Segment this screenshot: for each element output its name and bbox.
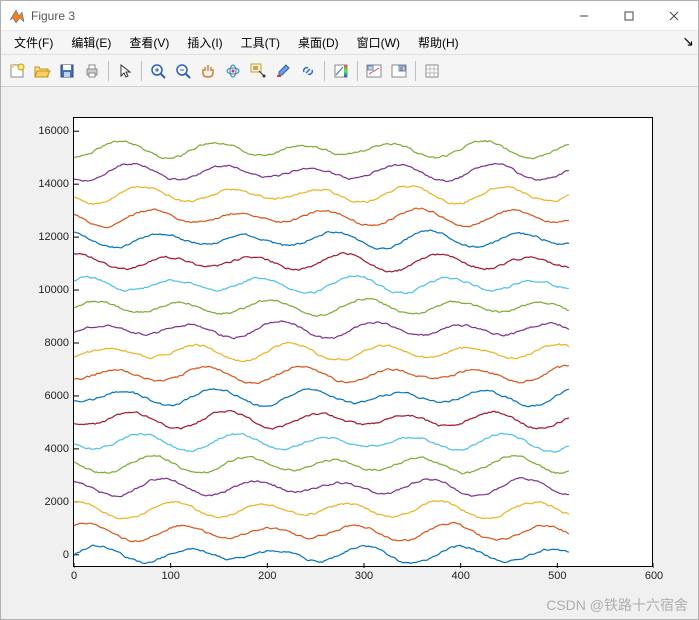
titlebar: Figure 3 [1, 1, 698, 31]
watermark: CSDN @铁路十六宿舍 [546, 595, 688, 615]
x-tick-label: 400 [451, 570, 469, 582]
x-tick-label: 600 [645, 570, 663, 582]
toolbar-separator [324, 61, 325, 81]
link-button[interactable] [296, 59, 320, 83]
grid-button[interactable] [420, 59, 444, 83]
menu-item[interactable]: 编辑(E) [62, 31, 120, 54]
pan-button[interactable] [196, 59, 220, 83]
y-tick-label: 12000 [38, 231, 69, 243]
menu-item[interactable]: 帮助(H) [409, 31, 468, 54]
pointer-button[interactable] [113, 59, 137, 83]
menu-item[interactable]: 窗口(W) [348, 31, 409, 54]
save-button[interactable] [55, 59, 79, 83]
menu-item[interactable]: 查看(V) [120, 31, 178, 54]
plot-canvas [74, 118, 654, 568]
menu-item[interactable]: 桌面(D) [289, 31, 348, 54]
new-figure-button[interactable] [5, 59, 29, 83]
menu-item[interactable]: 工具(T) [232, 31, 289, 54]
toolbar-separator [357, 61, 358, 81]
zoom-in-button[interactable] [146, 59, 170, 83]
y-tick-label: 16000 [38, 125, 69, 137]
toolbar-separator [415, 61, 416, 81]
x-tick-label: 300 [355, 570, 373, 582]
toolbar [1, 55, 698, 87]
minimize-button[interactable] [561, 1, 606, 30]
matlab-icon [9, 8, 25, 24]
y-tick-label: 14000 [38, 178, 69, 190]
axes[interactable]: 0200040006000800010000120001400016000010… [73, 117, 653, 567]
zoom-out-button[interactable] [171, 59, 195, 83]
toolbar-separator [108, 61, 109, 81]
close-button[interactable] [651, 1, 696, 30]
y-tick-label: 8000 [45, 337, 69, 349]
colorbar-button[interactable] [329, 59, 353, 83]
brush-button[interactable] [271, 59, 295, 83]
y-tick-label: 0 [63, 549, 69, 561]
toolbar-separator [141, 61, 142, 81]
insert-legend-button[interactable] [387, 59, 411, 83]
dock-arrow-icon[interactable]: ↘ [682, 33, 694, 50]
y-tick-label: 10000 [38, 284, 69, 296]
data-cursor-button[interactable] [246, 59, 270, 83]
figure-area: 0 2000 4000 6000 8000 10000 12000 14000 16000 0 10… [1, 87, 698, 619]
x-tick-label: 0 [71, 570, 77, 582]
menu-item[interactable]: 文件(F) [5, 31, 62, 54]
y-tick-label: 6000 [45, 390, 69, 402]
print-button[interactable] [80, 59, 104, 83]
x-tick-label: 500 [548, 570, 566, 582]
legend-button[interactable] [362, 59, 386, 83]
y-tick-label: 4000 [45, 443, 69, 455]
menubar: 文件(F)编辑(E)查看(V)插入(I)工具(T)桌面(D)窗口(W)帮助(H)… [1, 31, 698, 55]
rotate3d-button[interactable] [221, 59, 245, 83]
y-tick-label: 2000 [45, 496, 69, 508]
window-title: Figure 3 [31, 9, 561, 23]
maximize-button[interactable] [606, 1, 651, 30]
x-tick-label: 100 [161, 570, 179, 582]
x-tick-label: 200 [258, 570, 276, 582]
open-button[interactable] [30, 59, 54, 83]
menu-item[interactable]: 插入(I) [178, 31, 231, 54]
